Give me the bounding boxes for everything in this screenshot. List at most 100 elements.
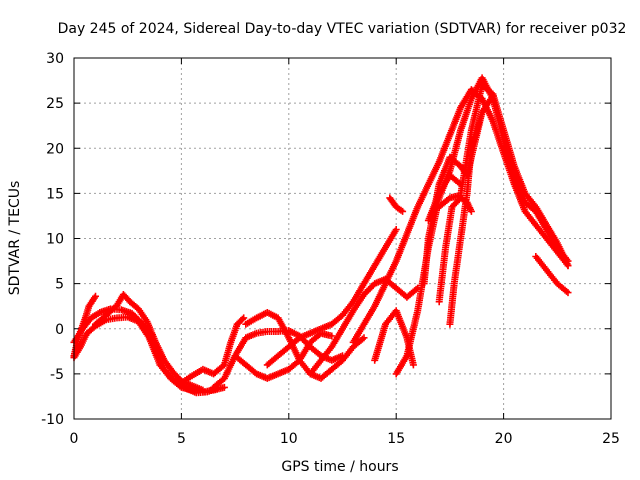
data-point [532,221,549,241]
y-tick-label: -10 [41,412,64,428]
data-point [420,237,432,288]
data-point [450,237,464,288]
data-point [242,315,259,328]
data-point [478,108,486,116]
data-point [360,263,378,288]
data-point [240,314,248,322]
y-tick-label: 15 [46,186,64,202]
data-point [263,353,280,369]
data-point [392,232,410,265]
y-tick-label: 5 [55,277,64,293]
data-point [510,171,528,204]
series-track-17 [435,81,572,270]
data-point [177,373,194,387]
data-point [564,289,572,297]
data-point [242,361,259,377]
data-point [446,171,463,187]
data-point [510,180,528,213]
data-point [143,318,159,344]
data-point [317,367,334,382]
data-point [349,281,367,306]
data-point [532,203,549,227]
x-tick-label: 10 [280,431,298,447]
data-point [392,354,410,378]
data-point [150,341,167,371]
y-tick-label: 10 [46,232,64,248]
data-point [339,309,356,333]
data-point [76,331,90,351]
data-point [85,294,98,310]
data-point [349,292,367,315]
data-point [220,354,238,382]
x-tick-label: 0 [70,431,79,447]
series-track-20 [532,253,572,297]
data-point [446,153,463,169]
data-point [349,322,367,346]
data-point [392,226,400,233]
data-point [478,81,495,97]
data-point [152,338,167,362]
data-point [339,345,356,364]
y-axis-label: SDTVAR / TECUs [7,181,23,296]
data-point [360,304,378,328]
series-track-5 [177,314,248,387]
series-track-10 [306,275,422,378]
data-point [457,97,475,134]
data-point [169,368,184,384]
data-point [371,282,389,310]
chart-title: Day 245 of 2024, Sidereal Day-to-day VTE… [58,21,627,37]
series-track-13 [386,194,407,215]
data-point [274,314,292,340]
data-point [328,358,345,373]
data-point [102,303,119,319]
series-track-11 [349,86,572,346]
series-track-8 [242,309,368,382]
data-point [220,383,228,391]
data-point [210,376,227,391]
data-point [134,305,150,324]
data-point [553,239,571,268]
data-point [446,106,464,139]
plot-frame [73,57,612,420]
data-point [83,323,98,337]
data-point [306,358,324,378]
y-tick-label: 30 [46,51,64,67]
data-point [392,307,410,340]
x-tick-label: 15 [387,431,405,447]
data-point [521,207,538,227]
data-point [457,87,474,112]
data-point [139,320,156,347]
x-axis-label: GPS time / hours [281,459,398,475]
data-point [371,322,389,364]
data-point [328,313,345,328]
data-point [521,198,538,214]
y-tick-label: 0 [55,322,64,338]
data-point [467,83,486,134]
data-point [92,292,99,300]
data-point [435,173,453,197]
data-point [521,189,538,209]
data-point [328,327,345,351]
data-point [274,344,291,360]
data-point [435,246,449,306]
data-point [371,245,388,270]
data-point [424,160,442,188]
data-point [463,146,475,197]
data-point [399,207,407,215]
y-tick-label: -5 [50,367,64,383]
y-tick-label: 20 [46,141,64,157]
data-point [160,365,178,384]
data-point [467,207,475,215]
data-point [467,110,485,152]
data-point [532,207,549,232]
data-point [199,386,207,394]
data-point [435,195,452,211]
data-point [126,298,141,312]
data-point [188,366,205,380]
data-point [328,332,336,340]
grid-lines [74,58,611,419]
series-track-19 [446,108,486,328]
data-point [231,352,248,368]
data-point [553,280,570,295]
